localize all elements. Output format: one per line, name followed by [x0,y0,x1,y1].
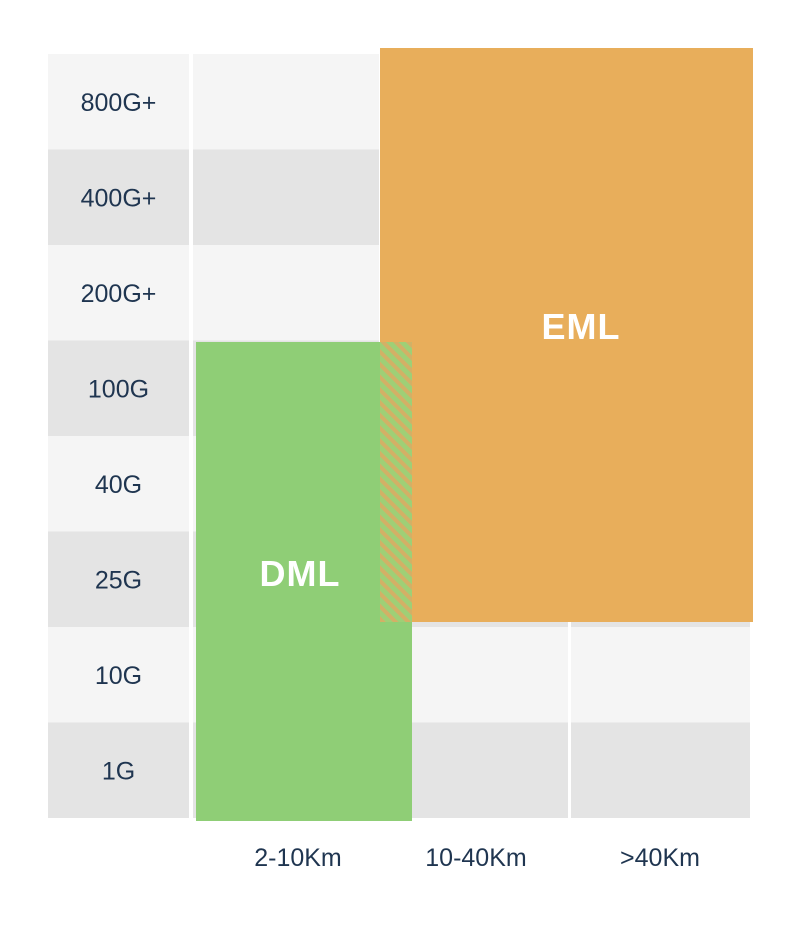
row-label: 400G+ [81,184,157,212]
column-label-2-10km: 2-10Km [254,844,342,872]
column-label-10-40km: 10-40Km [425,844,526,872]
dml-region [196,342,412,821]
row-label-cell [48,149,189,245]
row-label: 25G [95,566,142,594]
column-label-over-40km: >40Km [620,844,700,872]
row-label: 40G [95,471,142,499]
row-labels: 800G+ 400G+ 200G+ 100G 40G 25G 10G 1G [81,89,157,786]
overlap-region [380,342,412,622]
row-label: 800G+ [81,89,157,117]
row-label-cell [48,627,189,723]
eml-region [380,48,753,622]
row-label: 100G [88,375,149,403]
row-label-cell [48,436,189,532]
eml-label: EML [542,306,621,347]
row-label-cell [48,722,189,818]
row-label-cell [48,54,189,150]
row-label: 10G [95,662,142,690]
row-label: 200G+ [81,280,157,308]
row-label-cell [48,340,189,436]
row-label-cell [48,531,189,627]
row-label-cell [48,245,189,341]
dml-label: DML [260,553,341,594]
row-label: 1G [102,757,135,785]
